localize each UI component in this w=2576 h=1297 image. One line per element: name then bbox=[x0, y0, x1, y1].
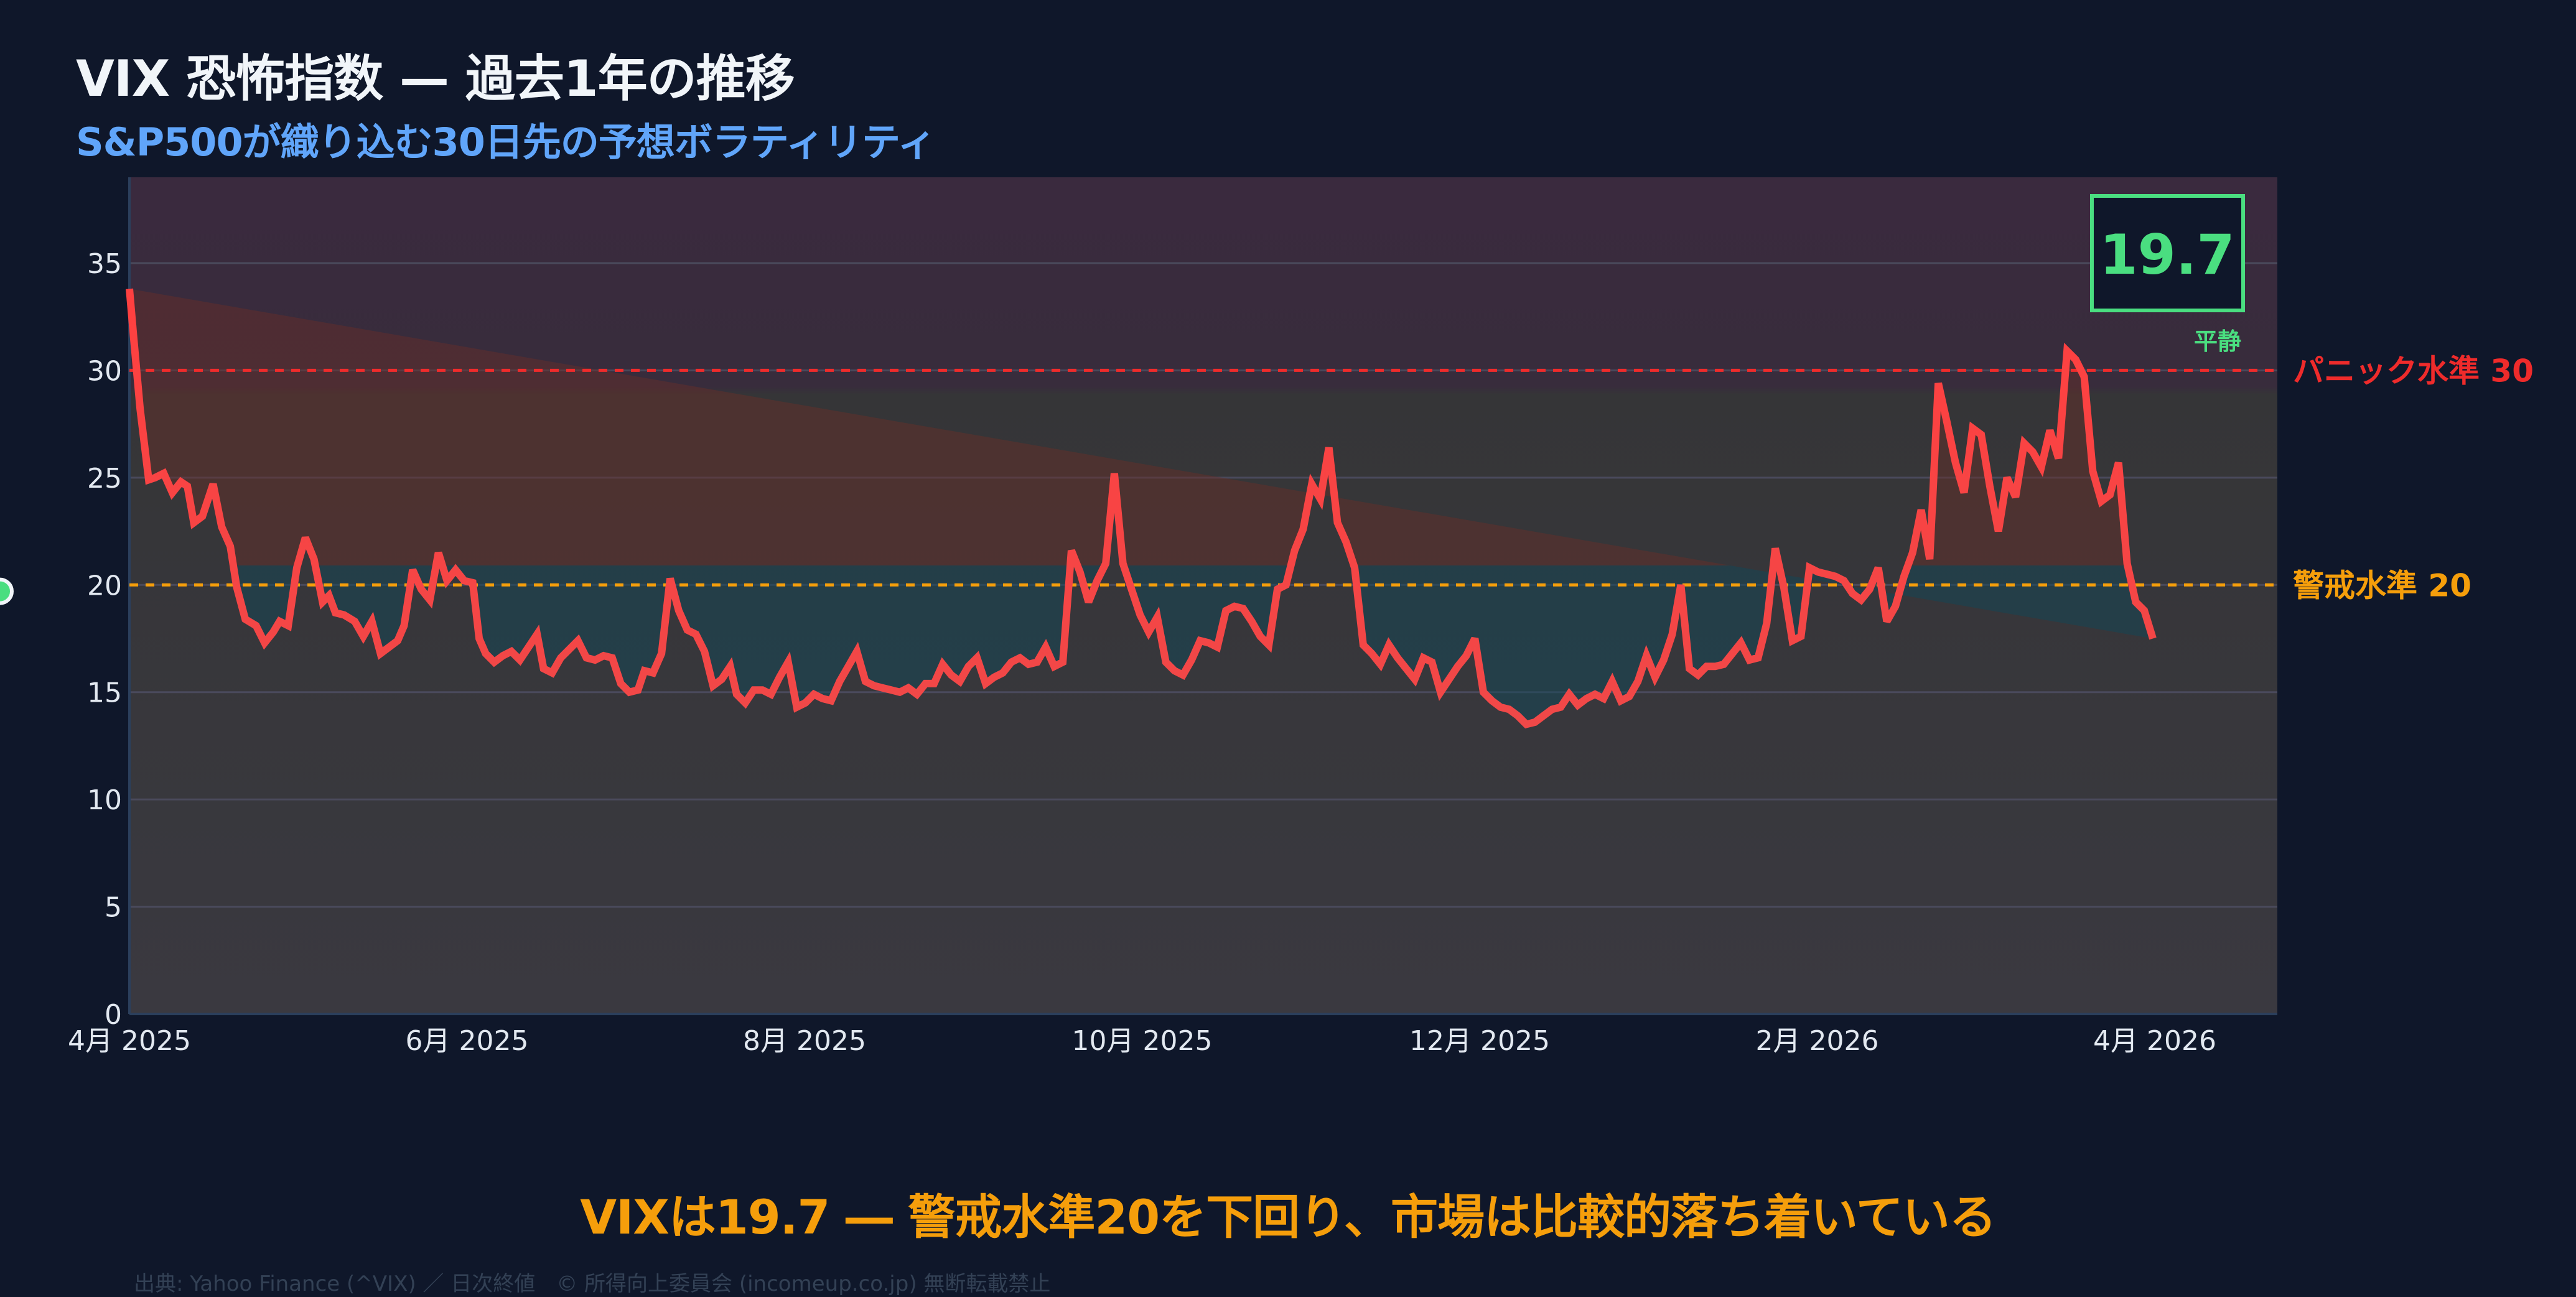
x-tick-label: 12月 2025 bbox=[1409, 1025, 1550, 1057]
x-tick-label: 4月 2025 bbox=[68, 1025, 191, 1057]
x-axis-ticks: 4月 2025 6月 2025 8月 2025 10月 2025 12月 2025 2月 … bbox=[68, 1025, 2216, 1057]
x-tick-label: 2月 2026 bbox=[1756, 1025, 1879, 1057]
y-axis-ticks: 0 5 10 15 20 25 30 35 bbox=[87, 248, 122, 1031]
x-tick-label: 6月 2025 bbox=[406, 1025, 529, 1057]
x-tick-label: 4月 2026 bbox=[2093, 1025, 2216, 1057]
above-warning-fill bbox=[129, 289, 2128, 565]
panic-threshold-label: パニック水準 30 bbox=[2293, 353, 2534, 389]
current-value: 19.7 bbox=[2099, 223, 2234, 287]
x-tick-label: 8月 2025 bbox=[743, 1025, 866, 1057]
plot-area bbox=[129, 177, 2277, 1014]
y-tick-label: 0 bbox=[105, 999, 122, 1031]
y-tick-label: 10 bbox=[87, 784, 122, 816]
y-tick-label: 15 bbox=[87, 677, 122, 709]
y-tick-label: 25 bbox=[87, 463, 122, 495]
y-tick-label: 35 bbox=[87, 248, 122, 280]
chart-title: VIX 恐怖指数 — 過去1年の推移 bbox=[76, 50, 795, 108]
source-footer: 出典: Yahoo Finance (^VIX) ／ 日次終値 © 所得向上委員… bbox=[134, 1271, 1051, 1296]
current-status: 平静 bbox=[2194, 328, 2241, 355]
warning-threshold-label: 警戒水準 20 bbox=[2293, 567, 2471, 603]
conclusion-text: VIXは19.7 ― 警戒水準20を下回り、市場は比較的落ち着いている bbox=[580, 1189, 1997, 1245]
y-tick-label: 30 bbox=[87, 355, 122, 387]
current-value-marker bbox=[0, 577, 14, 605]
chart-subtitle: S&P500が織り込む30日先の予想ボラティリティ bbox=[76, 119, 936, 165]
y-tick-label: 20 bbox=[87, 570, 122, 602]
x-tick-label: 10月 2025 bbox=[1072, 1025, 1213, 1057]
current-value-box bbox=[2090, 194, 2245, 312]
vix-line bbox=[126, 288, 2157, 729]
y-tick-label: 5 bbox=[105, 892, 122, 924]
